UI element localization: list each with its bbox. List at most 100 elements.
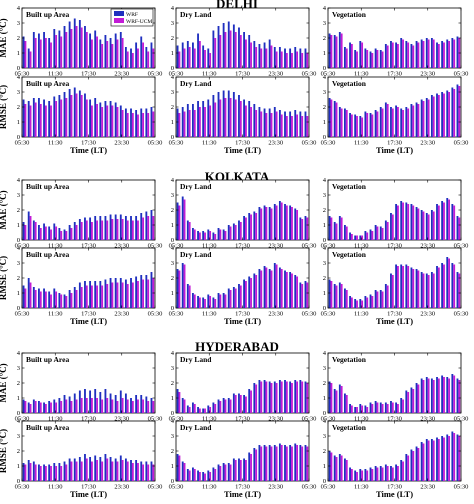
- x-tick-label: 05:30: [148, 71, 163, 78]
- bar-wrf-ucm-3: [345, 395, 348, 413]
- y-tick-label: 0: [171, 65, 174, 72]
- bar-wrf-14: [400, 460, 403, 481]
- bar-wrf-ucm-15: [101, 44, 104, 68]
- bar-wrf-22: [135, 42, 138, 68]
- y-tick-label: 1: [171, 290, 174, 297]
- bar-wrf-ucm-10: [229, 98, 232, 137]
- bar-wrf-ucm-0: [24, 288, 27, 308]
- y-tick-label: 1: [323, 290, 326, 297]
- bar-wrf-ucm-25: [458, 380, 461, 413]
- bar-wrf-ucm-23: [296, 114, 298, 137]
- bar-wrf-13: [243, 395, 245, 413]
- bar-wrf-ucm-6: [361, 42, 364, 68]
- bar-wrf-13: [395, 105, 398, 137]
- bar-wrf-2: [186, 405, 189, 413]
- bar-wrf-ucm-13: [245, 217, 247, 240]
- bar-wrf-ucm-14: [402, 110, 404, 137]
- bar-wrf-20: [278, 267, 281, 308]
- y-tick-label: 3: [17, 192, 20, 199]
- bar-wrf-ucm-21: [437, 378, 440, 413]
- bar-wrf-ucm-20: [280, 445, 283, 481]
- bar-wrf-24: [299, 380, 302, 413]
- bar-wrf-19: [273, 263, 276, 308]
- bar-wrf-15: [405, 390, 408, 413]
- bar-wrf-3: [38, 464, 40, 481]
- bar-wrf-ucm-18: [270, 208, 273, 240]
- bar-wrf-19: [425, 98, 428, 137]
- y-tick-label: 1: [323, 463, 326, 470]
- bar-wrf-ucm-6: [55, 291, 58, 308]
- bar-wrf-16: [104, 279, 107, 308]
- bar-wrf-ucm-2: [188, 285, 191, 308]
- bar-wrf-6: [359, 469, 362, 481]
- bar-wrf-ucm-3: [345, 290, 348, 308]
- bar-wrf-18: [268, 381, 271, 413]
- x-tick-label: 17:30: [387, 416, 402, 423]
- y-tick-label: 1: [171, 119, 174, 126]
- bar-wrf-ucm-7: [366, 407, 369, 413]
- bar-wrf-ucm-20: [432, 380, 435, 413]
- bar-wrf-22: [441, 41, 444, 68]
- bar-wrf-ucm-1: [183, 399, 186, 413]
- bar-wrf-ucm-1: [335, 457, 338, 481]
- bar-wrf-ucm-2: [34, 401, 37, 413]
- bar-wrf-25: [456, 84, 459, 137]
- bar-wrf-ucm-16: [412, 205, 415, 240]
- bar-wrf-22: [289, 48, 292, 68]
- bar-wrf-25: [150, 272, 153, 308]
- x-tick-label: 23:30: [420, 140, 435, 147]
- bar-wrf-ucm-16: [260, 446, 263, 481]
- bar-wrf-19: [273, 47, 276, 68]
- bar-wrf-23: [446, 257, 449, 308]
- y-tick-label: 0: [323, 237, 326, 244]
- y-tick-label: 1: [17, 395, 20, 402]
- bar-wrf-ucm-5: [50, 402, 52, 413]
- bar-wrf-11: [78, 282, 81, 308]
- bar-wrf-ucm-3: [39, 402, 42, 413]
- bar-wrf-11: [232, 223, 235, 240]
- x-tick-label: 05:30: [148, 484, 163, 491]
- y-tick-label: 4: [323, 177, 327, 184]
- bar-wrf-ucm-0: [24, 41, 27, 68]
- bar-wrf-ucm-24: [147, 401, 150, 413]
- bar-wrf-ucm-2: [188, 110, 191, 137]
- bar-wrf-ucm-6: [209, 53, 212, 68]
- bar-wrf-17: [263, 445, 266, 481]
- bar-wrf-ucm-10: [75, 461, 78, 481]
- bar-wrf-8: [217, 293, 220, 308]
- bar-wrf-25: [150, 107, 153, 137]
- bar-wrf-14: [248, 276, 251, 308]
- bar-wrf-17: [109, 38, 112, 68]
- bar-wrf-21: [436, 377, 438, 413]
- bar-wrf-22: [289, 205, 292, 240]
- bar-wrf-16: [410, 267, 413, 308]
- bar-wrf-ucm-4: [44, 105, 47, 137]
- bar-wrf-ucm-7: [60, 466, 63, 481]
- bar-wrf-3: [38, 225, 40, 240]
- bar-wrf-11: [384, 44, 387, 68]
- panel-title: Built up Area: [26, 79, 69, 88]
- bar-wrf-ucm-4: [350, 114, 353, 137]
- bar-wrf-ucm-21: [131, 53, 134, 68]
- bar-wrf-4: [197, 33, 199, 68]
- bar-wrf-21: [436, 204, 438, 240]
- bar-wrf-ucm-24: [453, 205, 456, 240]
- bar-wrf-ucm-22: [137, 281, 139, 308]
- bar-wrf-2: [186, 104, 189, 137]
- bar-wrf-11: [384, 464, 387, 481]
- bar-wrf-23: [446, 90, 449, 137]
- bar-wrf-ucm-4: [198, 232, 201, 240]
- bar-wrf-25: [304, 445, 307, 481]
- bar-wrf-9: [374, 225, 377, 240]
- bar-wrf-ucm-17: [111, 105, 114, 137]
- bar-wrf-7: [364, 405, 367, 413]
- bar-wrf-ucm-23: [296, 445, 298, 481]
- bar-wrf-ucm-2: [34, 464, 37, 481]
- bar-wrf-25: [150, 461, 153, 481]
- y-tick-label: 3: [171, 89, 174, 96]
- bar-wrf-ucm-8: [65, 296, 68, 308]
- bar-wrf-ucm-9: [224, 32, 227, 68]
- bar-wrf-10: [227, 21, 230, 68]
- bar-wrf-6: [53, 29, 56, 68]
- bar-wrf-16: [104, 35, 107, 68]
